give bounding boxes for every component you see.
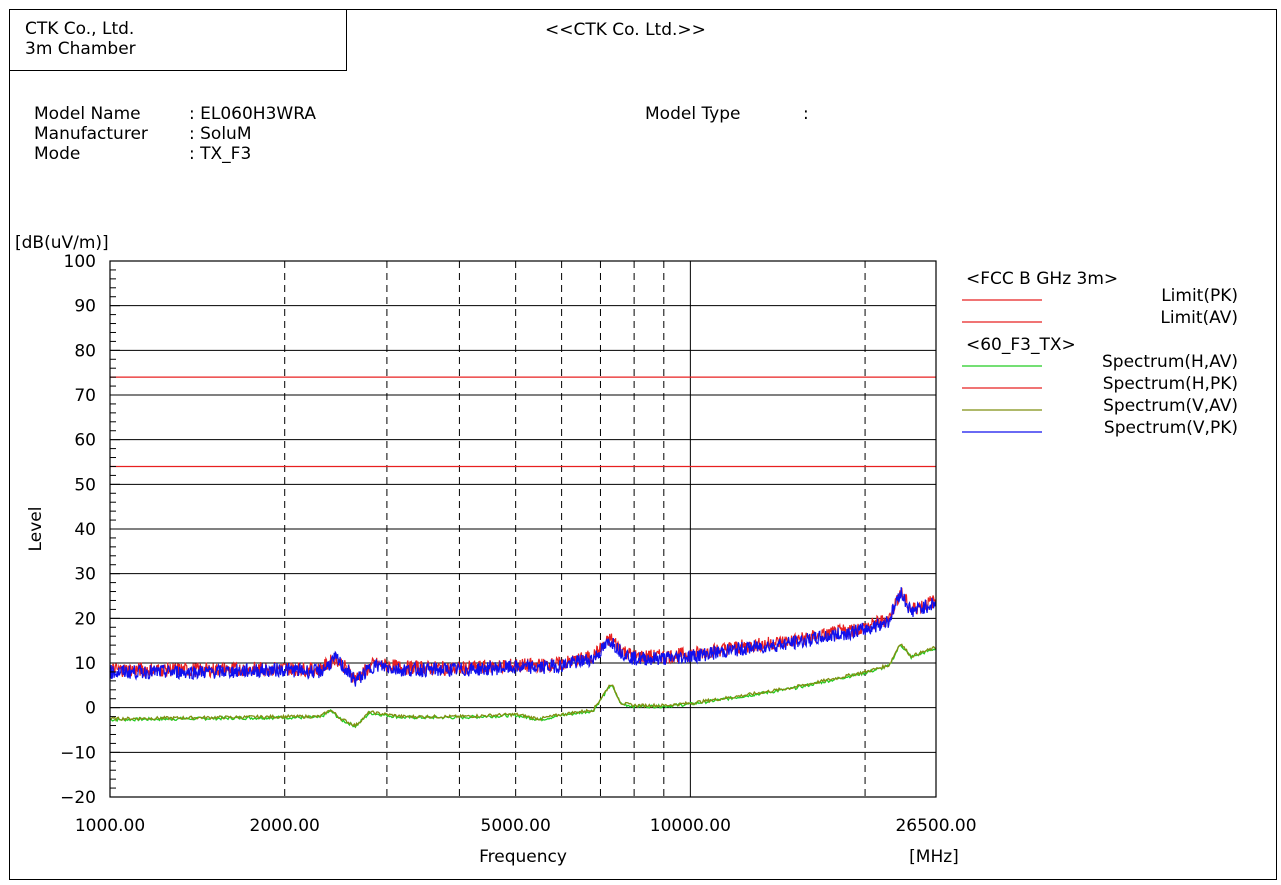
company-box: [9, 9, 347, 71]
x-unit-label: [MHz]: [909, 847, 959, 867]
grid-layer: [110, 261, 936, 797]
y-tick-label: 70: [74, 386, 96, 406]
y-tick-label: 90: [74, 297, 96, 317]
y-tick-label: 60: [74, 431, 96, 451]
legend-group-title: <60_F3_TX>: [966, 335, 1076, 355]
legend-label: Spectrum(V,AV): [1103, 396, 1238, 416]
y-tick-label: −20: [60, 788, 96, 808]
mode-label: Mode: [34, 144, 81, 164]
y-tick-label: 30: [74, 565, 96, 585]
model-type-label: Model Type: [645, 104, 741, 124]
tick-layer: [110, 260, 120, 798]
report-title: <<CTK Co. Ltd.>>: [545, 20, 706, 40]
y-tick-label: 40: [74, 520, 96, 540]
chamber-name: 3m Chamber: [25, 39, 136, 59]
manufacturer-value: : SoluM: [189, 124, 252, 144]
y-tick-label: 50: [74, 475, 96, 495]
limit-lines: [110, 376, 936, 468]
y-tick-label: 10: [74, 654, 96, 674]
x-tick-label: 5000.00: [481, 816, 551, 836]
y-tick-label: 20: [74, 609, 96, 629]
model-type-value: :: [803, 104, 809, 124]
y-tick-label: −10: [60, 743, 96, 763]
legend-label: Limit(PK): [1161, 286, 1238, 306]
legend-group-title: <FCC B GHz 3m>: [966, 269, 1118, 289]
x-tick-label: 2000.00: [250, 816, 320, 836]
model-name-value: : EL060H3WRA: [189, 104, 316, 124]
x-tick-label: 10000.00: [650, 816, 731, 836]
y-tick-label: 100: [64, 252, 96, 272]
y-tick-label: 80: [74, 341, 96, 361]
spectrum-line: [109, 643, 937, 728]
series-layer: [109, 587, 937, 729]
model-name-label: Model Name: [34, 104, 141, 124]
report-frame: [9, 9, 1277, 880]
x-axis-label: Frequency: [479, 847, 567, 867]
manufacturer-label: Manufacturer: [34, 124, 148, 144]
mode-value: : TX_F3: [189, 144, 252, 164]
legend-label: Spectrum(V,PK): [1104, 418, 1238, 438]
x-tick-label: 1000.00: [75, 816, 145, 836]
y-tick-label: 0: [85, 699, 96, 719]
spectrum-line: [109, 587, 937, 687]
legend: <FCC B GHz 3m> Limit(PK)Limit(AV) <60_F3_T…: [962, 269, 1238, 438]
x-tick-label: 26500.00: [895, 816, 976, 836]
legend-label: Spectrum(H,PK): [1103, 374, 1238, 394]
legend-label: Spectrum(H,AV): [1102, 352, 1238, 372]
company-name: CTK Co., Ltd.: [25, 19, 135, 39]
legend-label: Limit(AV): [1160, 308, 1238, 328]
y-axis-label: Level: [26, 507, 46, 552]
y-unit-label: [dB(uV/m)]: [15, 233, 109, 253]
